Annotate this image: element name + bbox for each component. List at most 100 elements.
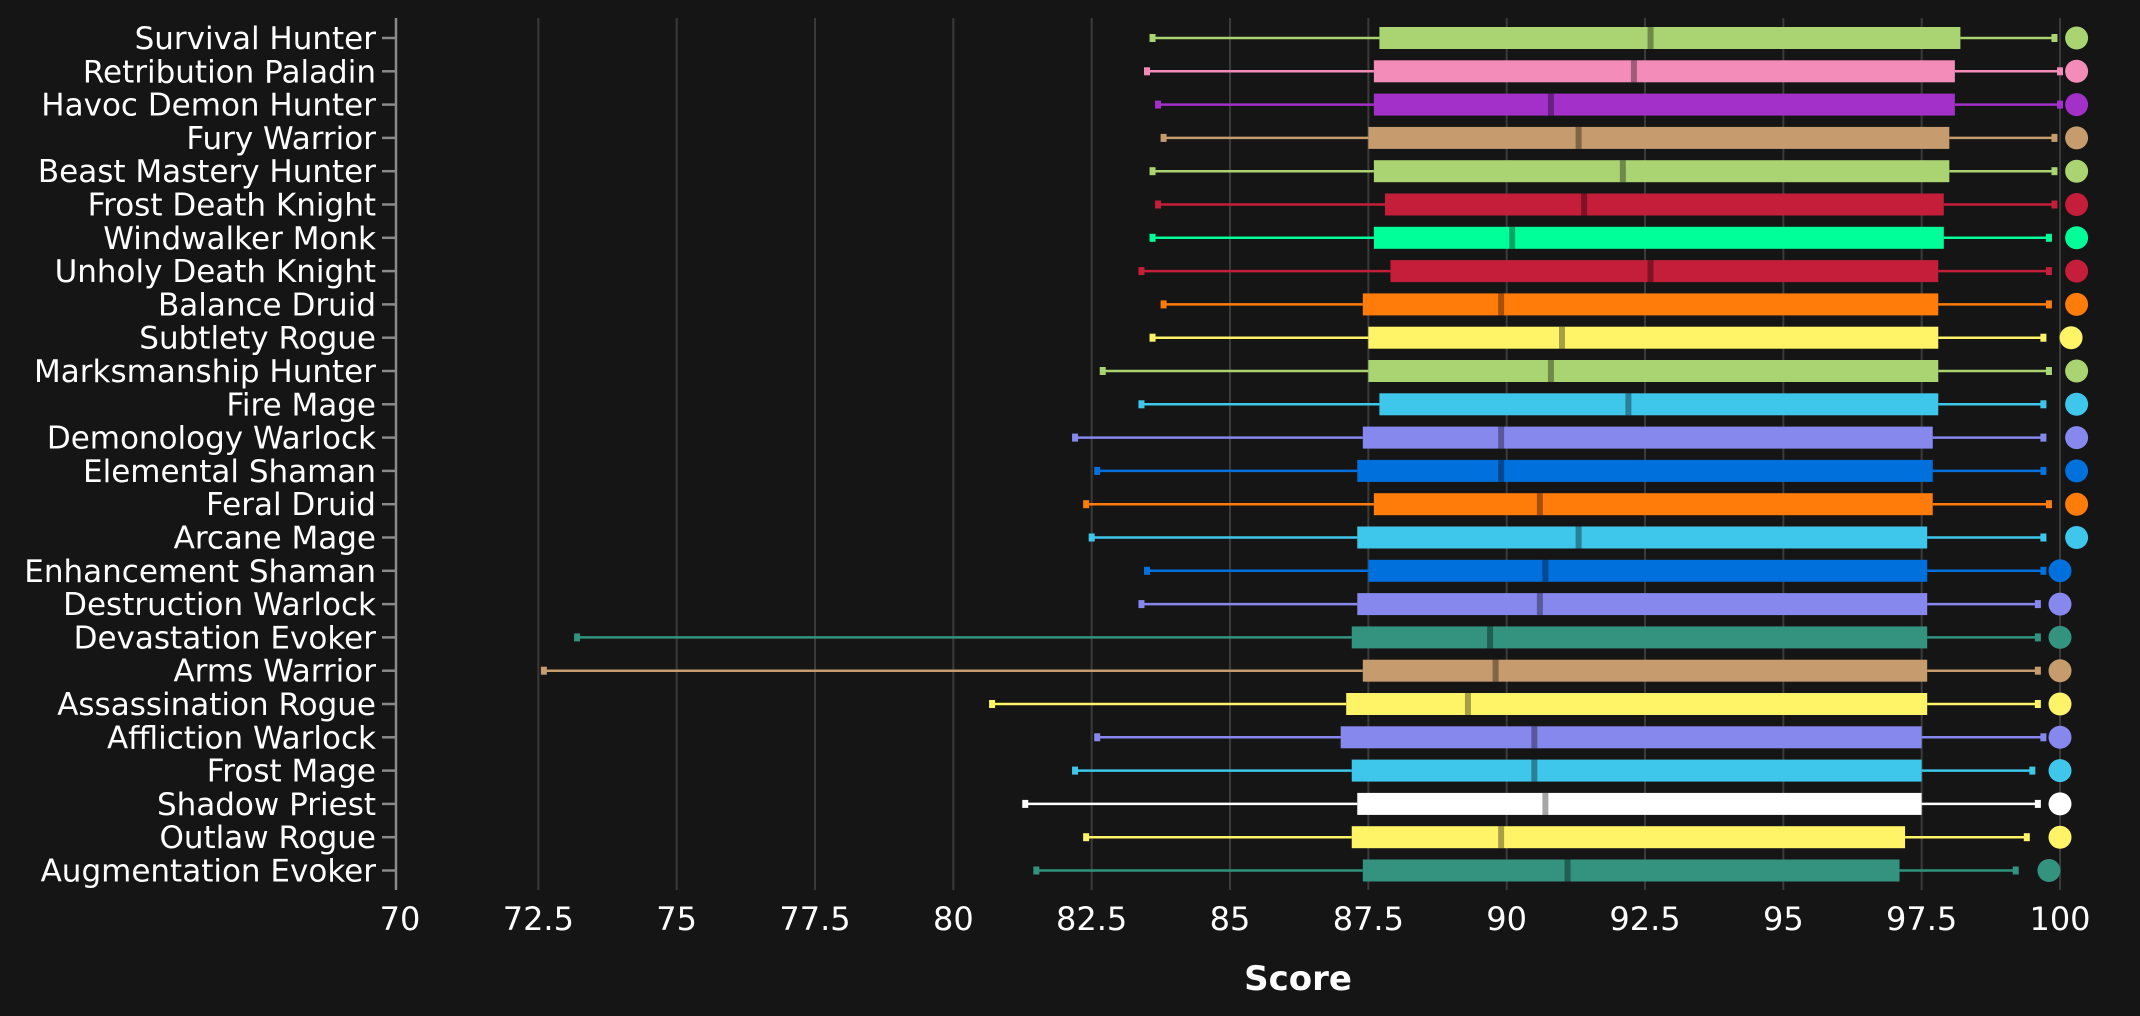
median-marker — [1536, 593, 1543, 616]
whisker-max-cap — [2034, 799, 2041, 808]
whisker-min-cap — [1083, 833, 1090, 842]
median-marker — [1531, 759, 1538, 782]
top-score-dot — [2048, 625, 2072, 649]
median-marker — [1531, 726, 1538, 749]
x-axis-ticks: 70 72.5 75 77.5 80 82.5 85 87.5 90 92.5 95 97.5 100 — [380, 900, 2091, 938]
whisker-max-cap — [2057, 67, 2063, 76]
top-score-dot — [2048, 759, 2072, 783]
iqr-box — [1357, 526, 1928, 549]
y-tick-label: Fire Mage — [226, 387, 376, 423]
median-marker — [1547, 93, 1554, 116]
whisker-min-cap — [1022, 799, 1029, 808]
top-score-dot — [2048, 725, 2072, 749]
median-marker — [1464, 693, 1471, 715]
median-marker — [1542, 792, 1549, 815]
box-row: Unholy Death Knight — [55, 254, 2089, 290]
whisker-max-cap — [2057, 100, 2063, 109]
median-marker — [1619, 160, 1626, 183]
whisker-min-cap — [1072, 433, 1079, 442]
box-row: Windwalker Monk — [103, 221, 2089, 257]
top-score-dot — [2059, 326, 2083, 350]
y-tick-label: Feral Druid — [206, 487, 376, 523]
iqr-box — [1351, 826, 1906, 849]
iqr-box — [1362, 859, 1900, 882]
median-marker — [1536, 493, 1543, 516]
top-score-dot — [2065, 426, 2089, 450]
top-score-dot — [2065, 193, 2089, 216]
y-tick-label: Affliction Warlock — [107, 720, 376, 756]
box-row: Shadow Priest — [157, 787, 2072, 823]
iqr-box — [1351, 626, 1928, 649]
median-marker — [1487, 626, 1494, 649]
top-score-dot — [2065, 226, 2089, 250]
y-tick-label: Elemental Shaman — [83, 454, 376, 490]
y-tick-label: Enhancement Shaman — [24, 554, 376, 590]
iqr-box — [1368, 559, 1928, 582]
whisker-min-cap — [1155, 100, 1162, 109]
box-row: Retribution Paladin — [83, 54, 2089, 90]
y-tick-label: Unholy Death Knight — [55, 254, 376, 290]
y-tick-label: Subtlety Rogue — [139, 321, 376, 357]
box-row: Outlaw Rogue — [159, 820, 2072, 856]
iqr-box — [1379, 393, 1939, 416]
box-row: Survival Hunter — [135, 21, 2089, 57]
median-marker — [1625, 393, 1632, 416]
iqr-box — [1351, 759, 1922, 782]
top-score-dot — [2065, 359, 2089, 383]
median-marker — [1575, 526, 1582, 549]
box-row: Subtlety Rogue — [139, 321, 2083, 357]
y-tick-label: Frost Death Knight — [88, 188, 376, 224]
iqr-box — [1362, 659, 1928, 682]
y-tick-label: Assassination Rogue — [57, 687, 376, 723]
iqr-box — [1368, 326, 1939, 349]
top-score-dot — [2048, 825, 2072, 849]
iqr-box — [1368, 126, 1950, 149]
median-marker — [1498, 293, 1505, 316]
whisker-max-cap — [2045, 300, 2052, 309]
whisker-max-cap — [2012, 866, 2019, 875]
x-axis-title: Score — [1244, 959, 1352, 999]
iqr-box — [1373, 226, 1944, 249]
y-tick-label: Augmentation Evoker — [41, 854, 377, 890]
median-marker — [1547, 360, 1554, 382]
box-row: Affliction Warlock — [107, 720, 2072, 756]
median-marker — [1581, 193, 1588, 216]
top-score-dot — [2065, 526, 2089, 549]
iqr-box — [1373, 493, 1933, 516]
box-row: Enhancement Shaman — [24, 554, 2072, 590]
whisker-max-cap — [2034, 666, 2041, 675]
box-row: Devastation Evoker — [74, 620, 2072, 656]
whisker-min-cap — [1144, 566, 1150, 575]
top-score-dot — [2065, 392, 2089, 416]
whisker-max-cap — [2040, 533, 2047, 542]
top-score-dot — [2048, 592, 2072, 616]
x-tick-label: 90 — [1486, 900, 1527, 938]
top-score-dot — [2048, 792, 2072, 816]
median-marker — [1647, 260, 1654, 283]
whisker-max-cap — [2045, 367, 2052, 375]
whisker-max-cap — [2040, 466, 2047, 475]
x-tick-label: 85 — [1210, 900, 1251, 938]
iqr-box — [1373, 160, 1950, 183]
iqr-box — [1390, 260, 1939, 283]
whisker-min-cap — [1094, 466, 1101, 475]
y-tick-label: Beast Mastery Hunter — [38, 154, 376, 190]
box-row: Assassination Rogue — [57, 687, 2072, 723]
y-tick-label: Demonology Warlock — [47, 421, 376, 457]
box-row: Destruction Warlock — [63, 587, 2072, 623]
iqr-box — [1340, 726, 1922, 749]
whisker-max-cap — [2034, 700, 2041, 708]
y-tick-label: Shadow Priest — [157, 787, 376, 823]
whisker-max-cap — [2045, 500, 2052, 509]
y-tick-label: Havoc Demon Hunter — [41, 88, 376, 124]
x-tick-label: 72.5 — [503, 900, 574, 938]
median-marker — [1647, 27, 1654, 49]
iqr-box — [1357, 459, 1933, 482]
top-score-dot — [2065, 159, 2089, 183]
top-score-dot — [2065, 59, 2089, 83]
whisker-min-cap — [1083, 500, 1090, 509]
x-tick-label: 80 — [933, 900, 974, 938]
whisker-min-cap — [1149, 34, 1156, 42]
top-score-dot — [2065, 26, 2089, 50]
box-row: Augmentation Evoker — [41, 854, 2061, 890]
